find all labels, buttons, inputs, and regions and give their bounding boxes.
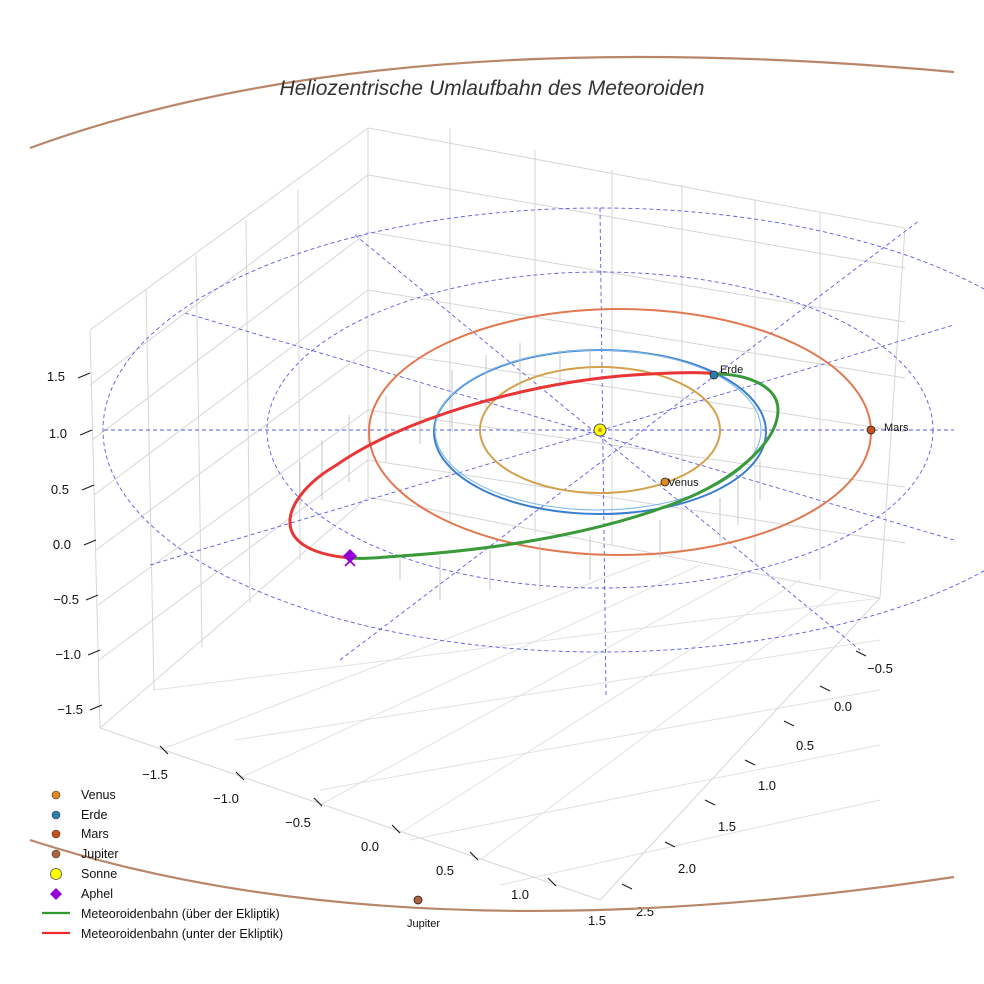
mars-label: Mars	[884, 422, 909, 434]
y-tick-label: 1.0	[758, 778, 776, 793]
x-tick-labels: −1.5 −1.0 −0.5 0.0 0.5 1.0 1.5	[142, 767, 606, 928]
venus-orbit	[479, 366, 721, 494]
legend-label: Meteoroidenbahn (unter der Ekliptik)	[81, 927, 283, 941]
legend-label: Mars	[81, 827, 109, 841]
ecliptic-reference	[102, 207, 984, 696]
y-tick-label: 0.0	[834, 699, 852, 714]
y-tick-label: −0.5	[867, 661, 893, 676]
legend-label: Jupiter	[81, 847, 119, 861]
jupiter-marker	[413, 895, 423, 905]
y-tick-label: 0.5	[796, 738, 814, 753]
mars-orbit	[368, 308, 872, 556]
jupiter-orbit-upper	[29, 55, 955, 150]
jupiter-label: Jupiter	[407, 918, 440, 930]
y-tick-label: 1.5	[718, 819, 736, 834]
pane-grid	[89, 127, 906, 901]
x-tick-label: −1.5	[142, 767, 168, 782]
markers	[343, 370, 876, 905]
z-tick-labels: 1.5 1.0 0.5 0.0 −0.5 −1.0 −1.5	[47, 369, 83, 717]
planet-orbits	[368, 308, 872, 556]
z-tick-label: −1.5	[57, 702, 83, 717]
legend-label: Sonne	[81, 867, 117, 881]
legend-label: Venus	[81, 788, 116, 802]
aphel-cross-icon	[344, 555, 356, 567]
z-tick-label: −1.0	[55, 647, 81, 662]
legend-label: Erde	[81, 808, 107, 822]
x-tick-label: 0.5	[436, 863, 454, 878]
aphel-marker	[343, 549, 357, 563]
legend-label: Meteoroidenbahn (über der Ekliptik)	[81, 907, 280, 921]
legend: Venus Erde Mars Jupiter Sonne Aphel Mete…	[42, 788, 283, 941]
y-tick-label: 2.5	[636, 904, 654, 919]
earth-orbit-secondary	[434, 349, 762, 511]
legend-erde-icon	[51, 810, 61, 820]
earth-marker	[709, 370, 719, 380]
z-tick-label: 0.0	[53, 537, 71, 552]
jupiter-orbit-lower	[29, 838, 955, 913]
x-tick-label: −1.0	[213, 791, 239, 806]
z-tick-label: −0.5	[53, 592, 79, 607]
legend-aphel-icon	[50, 888, 62, 900]
y-tick-label: 2.0	[678, 861, 696, 876]
x-tick-label: 1.0	[511, 887, 529, 902]
legend-label: Aphel	[81, 887, 113, 901]
sun-core	[597, 427, 603, 433]
tick-marks	[77, 372, 867, 890]
x-tick-label: −0.5	[285, 815, 311, 830]
x-tick-label: 0.0	[361, 839, 379, 854]
y-tick-labels: −0.5 0.0 0.5 1.0 1.5 2.0 2.5	[636, 661, 893, 919]
earth-label: Erde	[720, 364, 743, 376]
drop-lines	[299, 343, 761, 600]
venus-marker	[660, 477, 670, 487]
meteoroid-path-below	[288, 371, 717, 560]
mars-marker	[866, 425, 876, 435]
z-tick-label: 0.5	[51, 482, 69, 497]
legend-sonne-icon	[50, 868, 62, 880]
z-tick-label: 1.5	[47, 369, 65, 384]
x-tick-label: 1.5	[588, 913, 606, 928]
meteoroid-path-above	[349, 372, 780, 560]
venus-label: Venus	[668, 477, 699, 489]
z-tick-label: 1.0	[49, 426, 67, 441]
legend-mars-icon	[51, 829, 61, 839]
chart-title: Heliozentrische Umlaufbahn des Meteoroid…	[280, 77, 705, 100]
legend-jupiter-icon	[51, 849, 61, 859]
legend-venus-icon	[51, 790, 61, 800]
